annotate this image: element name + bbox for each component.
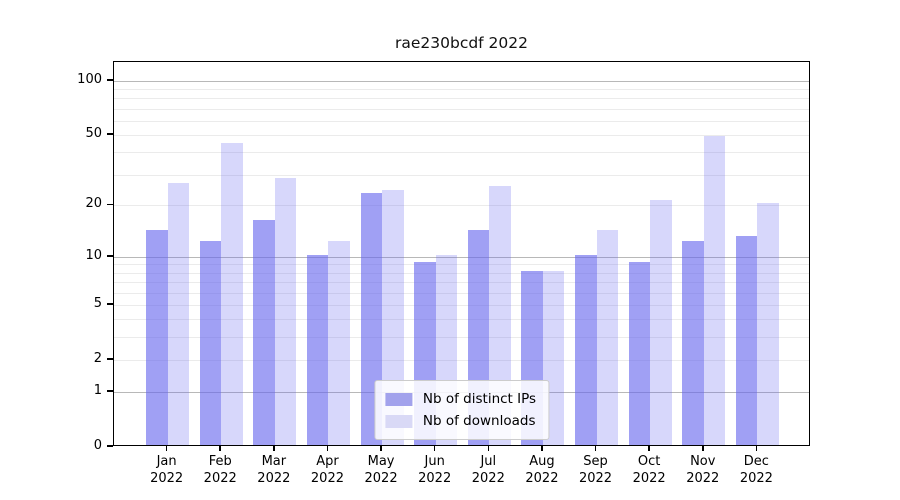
bar-downloads	[703, 136, 726, 445]
x-tick-label: Jun 2022	[418, 454, 452, 486]
y-tick-label: 50	[85, 126, 102, 142]
bar-downloads	[274, 177, 297, 445]
bar-distinct-ips	[307, 254, 329, 445]
y-tick-mark	[106, 445, 113, 447]
bar-downloads	[167, 183, 190, 445]
legend-swatch-distinct-ips	[384, 392, 412, 406]
x-tick-label: Nov 2022	[686, 454, 720, 486]
x-tick-label: Sep 2022	[578, 454, 613, 486]
x-tick-mark	[433, 446, 436, 451]
legend-label-downloads: Nb of downloads	[422, 413, 536, 429]
y-tick-mark	[106, 303, 113, 305]
x-tick-mark	[701, 446, 704, 451]
bar-distinct-ips	[199, 241, 222, 445]
y-tick-label: 5	[93, 295, 102, 311]
gridline-minor	[114, 108, 809, 110]
bar-downloads	[221, 142, 243, 445]
bar-downloads	[650, 199, 672, 445]
gridline-minor	[114, 359, 809, 361]
y-tick-label: 2	[93, 350, 102, 366]
y-tick-label: 1	[93, 383, 102, 398]
x-tick-label: Jan 2022	[150, 454, 184, 486]
y-tick-label: 20	[85, 196, 102, 212]
y-tick-mark	[106, 254, 113, 257]
x-tick-label: Mar 2022	[257, 454, 291, 486]
legend: Nb of distinct IPs Nb of downloads	[373, 380, 550, 440]
bar-downloads	[328, 241, 350, 445]
x-tick-mark	[326, 446, 329, 451]
gridline-minor	[114, 282, 809, 283]
bar-downloads	[596, 230, 618, 445]
x-tick-mark	[541, 446, 543, 451]
x-tick-label: Oct 2022	[632, 454, 666, 486]
x-tick-mark	[648, 446, 650, 451]
y-tick-label: 100	[77, 71, 102, 87]
x-tick-mark	[165, 446, 168, 451]
x-tick-label: May 2022	[364, 454, 398, 486]
bar-distinct-ips	[253, 220, 275, 445]
y-tick-label: 0	[93, 438, 102, 453]
gridline-minor	[114, 205, 809, 207]
y-tick-mark	[106, 133, 113, 135]
gridline-minor	[114, 174, 809, 176]
bar-distinct-ips	[146, 230, 168, 445]
gridline-minor	[114, 319, 809, 321]
bar-distinct-ips	[682, 241, 704, 445]
x-tick-label: Apr 2022	[310, 454, 344, 486]
y-tick-mark	[106, 390, 113, 392]
gridline-minor	[114, 264, 809, 266]
legend-entry-distinct-ips: Nb of distinct IPs	[384, 388, 537, 410]
bar-downloads	[757, 203, 779, 445]
gridline-minor	[114, 337, 809, 338]
gridline-minor	[114, 98, 809, 100]
gridline-minor	[114, 272, 809, 274]
gridline-minor	[114, 135, 809, 137]
bar-distinct-ips	[628, 262, 651, 445]
x-tick-label: Dec 2022	[739, 454, 773, 486]
x-tick-mark	[594, 446, 597, 451]
legend-entry-downloads: Nb of downloads	[384, 410, 536, 432]
x-tick-mark	[380, 446, 382, 451]
bar-distinct-ips	[735, 235, 758, 445]
y-tick-label: 10	[85, 247, 102, 263]
gridline-major	[114, 256, 809, 258]
x-tick-label: Aug 2022	[525, 454, 559, 486]
x-tick-mark	[219, 446, 222, 451]
gridline-minor	[114, 89, 809, 91]
bar-distinct-ips	[575, 254, 597, 445]
gridline-minor	[114, 292, 809, 294]
legend-label-distinct-ips: Nb of distinct IPs	[422, 391, 537, 407]
x-tick-label: Feb 2022	[203, 454, 237, 486]
gridline-minor	[114, 120, 809, 122]
gridline-major	[114, 80, 809, 82]
x-tick-mark	[273, 446, 275, 451]
y-tick-mark	[106, 203, 113, 206]
legend-swatch-downloads	[384, 414, 412, 428]
plot-area: Nb of distinct IPs Nb of downloads	[113, 61, 810, 446]
x-tick-label: Jul 2022	[471, 454, 505, 486]
gridline-minor	[114, 152, 809, 154]
chart-title: rae230bcdf 2022	[394, 34, 529, 52]
gridline-minor	[114, 304, 809, 306]
y-tick-mark	[106, 78, 113, 81]
y-tick-mark	[106, 358, 113, 360]
x-tick-mark	[755, 446, 758, 451]
x-tick-mark	[487, 446, 490, 451]
